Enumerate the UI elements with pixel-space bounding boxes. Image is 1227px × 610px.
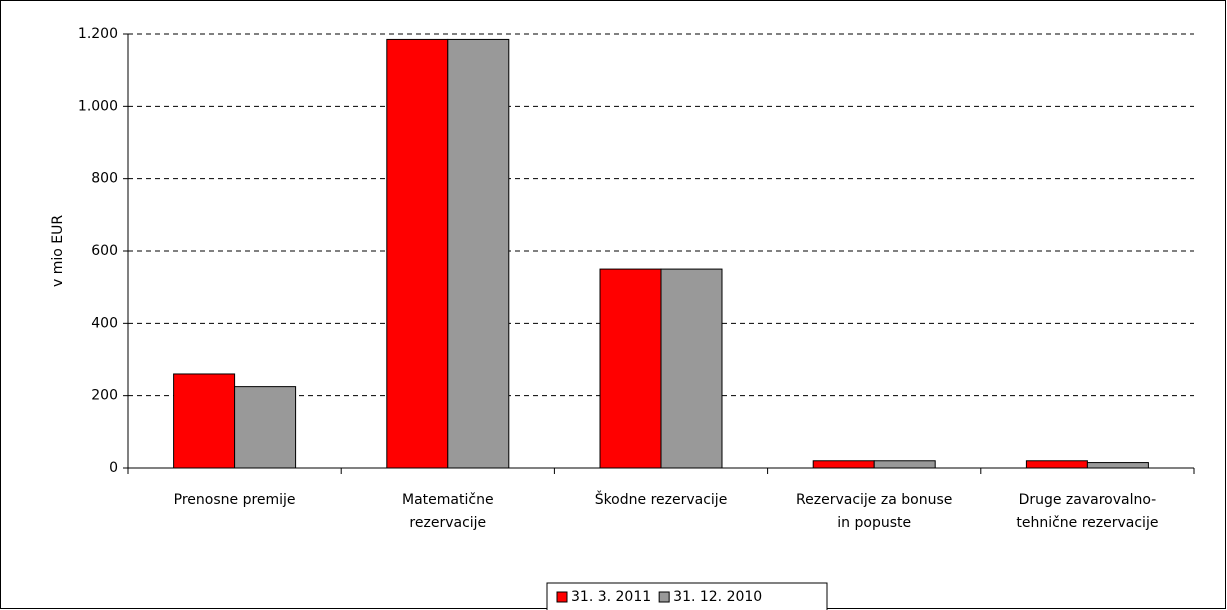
legend-label: 31. 12. 2010 <box>673 589 762 605</box>
legend-swatch <box>658 591 670 603</box>
x-tick-label: Druge zavarovalno- <box>1019 492 1157 508</box>
y-tick-label: 600 <box>91 243 118 259</box>
x-tick-label: Rezervacije za bonuse <box>796 492 952 508</box>
x-tick-label: Škodne rezervacije <box>595 490 728 508</box>
bar <box>599 268 662 469</box>
bar <box>386 38 449 469</box>
bar <box>660 268 723 469</box>
bar <box>812 460 875 469</box>
y-tick-label: 200 <box>91 388 118 404</box>
x-tick-label: Matematične <box>402 492 494 508</box>
bar <box>173 373 236 469</box>
legend-box <box>546 582 828 610</box>
y-tick-label: 0 <box>109 460 118 476</box>
legend-label: 31. 3. 2011 <box>571 589 651 605</box>
x-tick-label: in popuste <box>837 515 911 531</box>
y-tick-label: 1.000 <box>78 98 118 114</box>
x-tick-label: rezervacije <box>409 515 486 531</box>
y-tick-label: 400 <box>91 315 118 331</box>
y-axis-label: v mio EUR <box>50 215 66 287</box>
bar <box>873 460 936 469</box>
legend-swatch <box>556 591 568 603</box>
bar <box>447 38 510 469</box>
bar <box>1025 460 1088 469</box>
bar <box>234 386 297 469</box>
y-tick-label: 1.200 <box>78 26 118 42</box>
y-tick-label: 800 <box>91 171 118 187</box>
x-tick-label: tehnične rezervacije <box>1016 515 1158 531</box>
x-tick-label: Prenosne premije <box>174 492 296 508</box>
bar <box>1086 462 1149 469</box>
